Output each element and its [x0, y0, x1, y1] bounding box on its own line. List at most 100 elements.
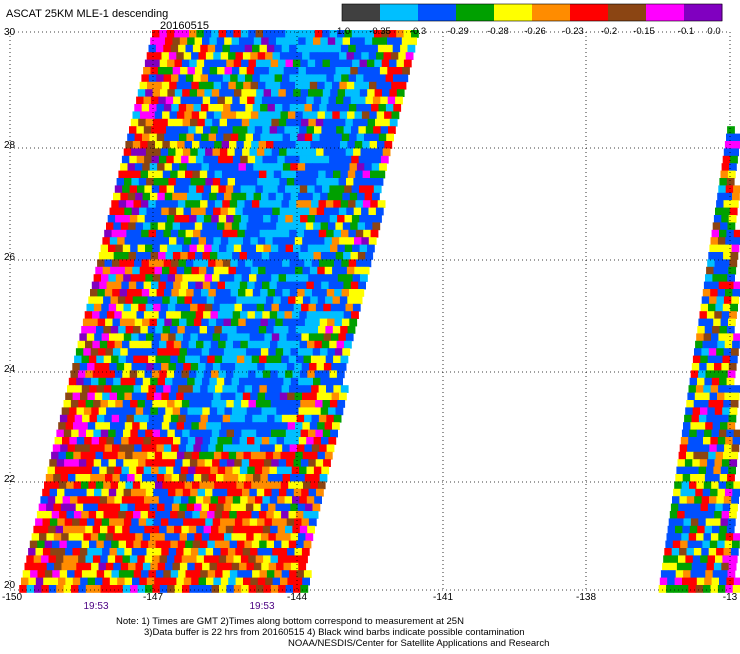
swath-cell: [694, 348, 702, 356]
swath-cell: [124, 489, 132, 497]
swath-cell: [124, 548, 132, 556]
swath-cell: [180, 563, 188, 571]
swath-cell: [68, 504, 76, 512]
swath-cell: [169, 267, 177, 275]
x-tick-135: -13: [723, 592, 737, 603]
swath-cell: [684, 467, 692, 475]
swath-cell: [727, 378, 735, 386]
swath-cell: [256, 215, 264, 223]
swath-cell: [185, 511, 193, 519]
swath-cell: [250, 578, 258, 586]
swath-cell: [208, 200, 216, 208]
swath-cell: [285, 555, 293, 563]
swath-cell: [275, 319, 283, 327]
swath-cell: [115, 585, 123, 593]
swath-cell: [101, 459, 109, 467]
swath-cell: [138, 245, 146, 253]
swath-cell: [215, 45, 223, 53]
swath-cell: [194, 289, 202, 297]
swath-cell: [194, 193, 202, 201]
swath-cell: [191, 237, 199, 245]
swath-cell: [218, 185, 226, 193]
swath-cell: [237, 326, 245, 334]
swath-cell: [722, 311, 730, 319]
swath-cell: [235, 393, 243, 401]
swath-cell: [720, 422, 728, 430]
swath-cell: [184, 548, 192, 556]
swath-cell: [721, 215, 729, 223]
swath-cell: [712, 474, 720, 482]
swath-cell: [180, 378, 188, 386]
swath-cell: [93, 555, 101, 563]
swath-cell: [178, 74, 186, 82]
swath-cell: [206, 422, 214, 430]
swath-cell: [207, 541, 215, 549]
swath-cell: [52, 541, 60, 549]
swath-cell: [282, 104, 290, 112]
swath-cell: [34, 555, 42, 563]
swath-cell: [35, 518, 43, 526]
swath-cell: [48, 496, 56, 504]
swath-cell: [282, 230, 290, 238]
swath-cell: [100, 311, 108, 319]
swath-cell: [283, 134, 291, 142]
swath-cell: [300, 215, 308, 223]
swath-cell: [164, 259, 172, 267]
swath-cell: [303, 171, 311, 179]
swath-cell: [342, 289, 350, 297]
swath-cell: [88, 481, 96, 489]
swath-cell: [113, 378, 121, 386]
x-tick-144: -144: [287, 592, 307, 603]
swath-cell: [397, 60, 405, 68]
swath-cell: [185, 541, 193, 549]
swath-cell: [91, 563, 99, 571]
swath-cell: [721, 363, 729, 371]
swath-cell: [341, 356, 349, 364]
swath-cell: [301, 89, 309, 97]
swath-cell: [704, 533, 712, 541]
swath-cell: [88, 422, 96, 430]
swath-cell: [718, 237, 726, 245]
swath-cell: [327, 163, 335, 171]
swath-cell: [205, 333, 213, 341]
swath-cell: [338, 333, 346, 341]
swath-cell: [170, 296, 178, 304]
swath-cell: [325, 82, 333, 90]
swath-cell: [56, 555, 64, 563]
swath-cell: [216, 163, 224, 171]
swath-cell: [78, 585, 86, 593]
swath-cell: [285, 311, 293, 319]
swath-cell: [697, 526, 705, 534]
swath-cell: [163, 385, 171, 393]
swath-cell: [726, 533, 734, 541]
swath-cell: [670, 563, 678, 571]
swath-cell: [39, 563, 47, 571]
swath-cell: [119, 259, 127, 267]
swath-cell: [289, 230, 297, 238]
swath-cell: [238, 289, 246, 297]
swath-cell: [274, 171, 282, 179]
swath-cell: [319, 200, 327, 208]
swath-cell: [146, 148, 154, 156]
swath-cell: [316, 148, 324, 156]
swath-cell: [257, 119, 265, 127]
swath-cell: [196, 156, 204, 164]
swath-cell: [227, 119, 235, 127]
swath-cell: [344, 156, 352, 164]
swath-cell: [240, 282, 248, 290]
swath-cell: [246, 193, 254, 201]
swath-cell: [334, 415, 342, 423]
swath-cell: [46, 474, 54, 482]
swath-cell: [698, 518, 706, 526]
swath-cell: [701, 400, 709, 408]
swath-cell: [245, 385, 253, 393]
swath-cell: [242, 304, 250, 312]
swath-cell: [312, 259, 320, 267]
swath-cell: [687, 548, 695, 556]
swath-cell: [212, 60, 220, 68]
swath-cell: [681, 533, 689, 541]
swath-cell: [138, 304, 146, 312]
swath-cell: [54, 563, 62, 571]
swath-cell: [251, 422, 259, 430]
swath-cell: [705, 526, 713, 534]
